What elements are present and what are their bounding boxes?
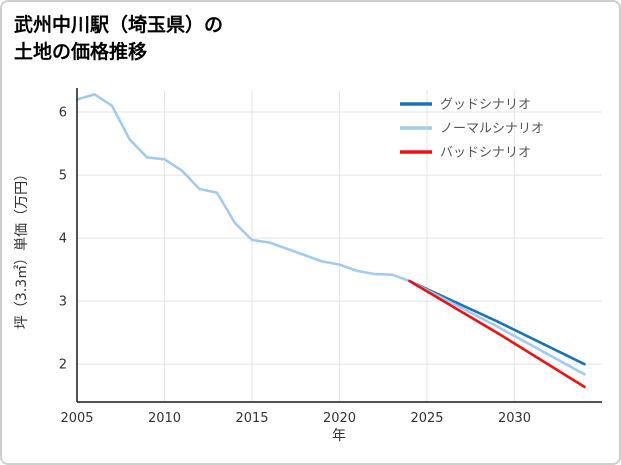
chart-title: 武州中川駅（埼玉県）の 土地の価格推移 <box>14 12 223 66</box>
y-tick-label-3: 3 <box>59 295 67 310</box>
chart-title-line2: 土地の価格推移 <box>14 40 148 63</box>
series-line-good <box>408 279 586 366</box>
x-tick-label-2020: 2020 <box>323 411 356 426</box>
series-layer <box>75 93 586 389</box>
y-axis-label: 坪（3.3㎡）単価（万円） <box>14 167 30 329</box>
y-tick-label-2: 2 <box>59 358 67 373</box>
y-tick-label-4: 4 <box>59 232 67 247</box>
series-line-normal <box>408 279 586 376</box>
legend-label-normal: ノーマルシナリオ <box>440 122 544 137</box>
series-line-historical <box>75 93 411 283</box>
chart-title-line1: 武州中川駅（埼玉県）の <box>14 14 224 36</box>
x-tick-label-2005: 2005 <box>60 411 93 426</box>
grid-layer <box>76 90 602 402</box>
y-tick-label-5: 5 <box>59 169 67 184</box>
x-tick-label-2010: 2010 <box>148 411 181 426</box>
x-tick-label-2030: 2030 <box>498 411 531 426</box>
x-axis-label: 年 <box>332 428 346 444</box>
x-tick-label-2015: 2015 <box>235 411 268 426</box>
series-line-bad <box>408 279 586 389</box>
legend-label-bad: バッドシナリオ <box>440 146 531 161</box>
axis-layer: 2005 2010 2015 2020 2025 2030 2 3 4 5 6 <box>59 88 602 426</box>
y-tick-label-6: 6 <box>59 106 67 121</box>
legend-label-good: グッドシナリオ <box>440 98 531 113</box>
x-tick-label-2025: 2025 <box>410 411 443 426</box>
